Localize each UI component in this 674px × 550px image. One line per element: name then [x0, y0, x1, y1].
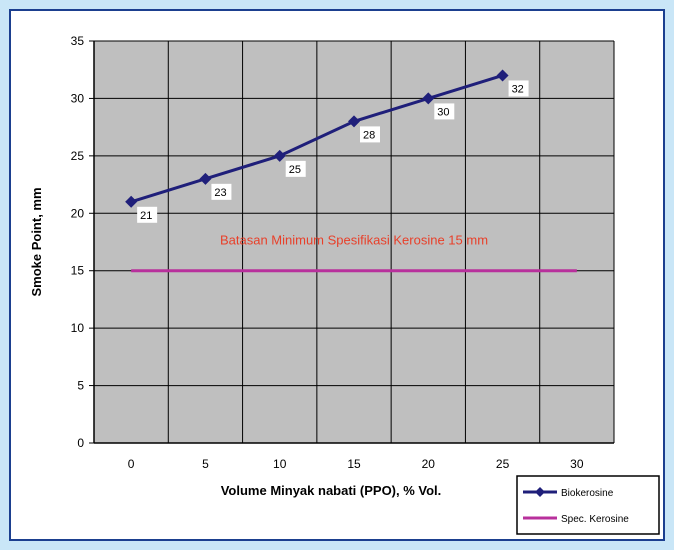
biokerosine-point — [199, 172, 212, 185]
x-axis-title: Volume Minyak nabati (PPO), % Vol. — [221, 483, 442, 498]
tick-labels: 0 5 10 15 20 25 30 35 0 5 10 15 20 25 30 — [71, 34, 584, 471]
data-label: 30 — [437, 106, 449, 118]
data-labels: 21 23 25 28 30 32 — [137, 80, 529, 223]
data-label: 25 — [289, 164, 301, 176]
y-tick-label: 35 — [71, 34, 85, 48]
legend-box — [516, 475, 660, 535]
data-label: 23 — [214, 187, 226, 199]
data-label-box — [211, 183, 232, 200]
series-layer — [125, 69, 577, 273]
data-label: 28 — [363, 129, 375, 141]
biokerosine-point — [496, 69, 509, 82]
y-tick-label: 5 — [77, 379, 84, 393]
axes — [93, 41, 614, 444]
biokerosine-line — [130, 74, 504, 204]
x-tick-label: 15 — [347, 457, 361, 471]
legend-label-spec-kerosine: Spec. Kerosine — [561, 514, 629, 525]
biokerosine-point — [422, 92, 435, 105]
y-tick-label: 25 — [71, 149, 85, 163]
x-tick-label: 30 — [570, 457, 584, 471]
biokerosine-point — [348, 115, 360, 128]
spec-annotation: Batasan Minimum Spesifikasi Kerosine 15 … — [220, 232, 488, 247]
legend-label-biokerosine: Biokerosine — [561, 488, 614, 499]
y-tick-label: 30 — [71, 91, 85, 105]
data-label-box — [508, 80, 529, 97]
legend-marker-biokerosine — [535, 487, 545, 497]
chart-frame: 0 5 10 15 20 25 30 35 0 5 10 15 20 25 30 21 23 25 28 30 32 … — [9, 9, 665, 541]
x-tick-label: 10 — [273, 457, 287, 471]
data-label-box — [285, 160, 306, 177]
x-tick-label: 5 — [202, 457, 209, 471]
data-label-box — [434, 103, 455, 120]
data-label: 21 — [140, 210, 152, 222]
y-tick-label: 10 — [71, 321, 85, 335]
x-tick-label: 0 — [128, 457, 135, 471]
plot-area — [94, 41, 614, 443]
y-axis-title: Smoke Point, mm — [29, 187, 44, 296]
data-label: 32 — [512, 83, 524, 95]
data-label-box — [137, 206, 158, 223]
x-tick-label: 20 — [422, 457, 436, 471]
x-tick-label: 25 — [496, 457, 510, 471]
data-label-box — [360, 126, 380, 143]
biokerosine-point — [273, 149, 286, 162]
y-tick-label: 15 — [71, 264, 85, 278]
y-tick-label: 0 — [77, 436, 84, 450]
y-tick-label: 20 — [71, 206, 85, 220]
legend: Biokerosine Spec. Kerosine — [516, 475, 660, 535]
